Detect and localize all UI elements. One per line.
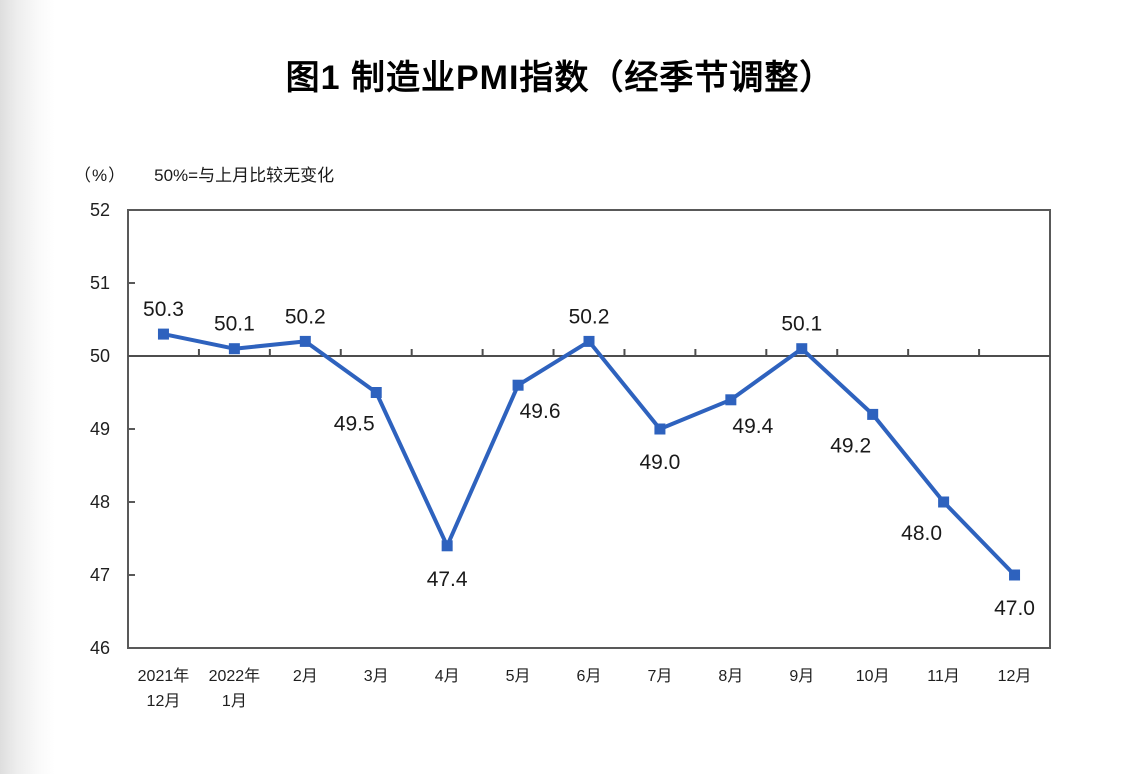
data-point-marker (228, 343, 240, 355)
axis-note: （%） 50%=与上月比较无变化 (74, 161, 334, 186)
plot-frame (127, 209, 1051, 649)
data-point-marker (725, 394, 737, 406)
data-point-label: 50.1 (781, 313, 822, 336)
data-point-marker (512, 379, 524, 391)
data-point-marker (583, 335, 595, 347)
data-point-label: 50.1 (214, 313, 255, 336)
y-axis-unit-label: （%） (74, 166, 127, 185)
x-axis-tick-label: 8月 (718, 668, 743, 685)
data-point-label: 49.6 (520, 400, 561, 423)
data-point-label: 50.2 (285, 305, 326, 328)
chart-title: 图1 制造业PMI指数（经季节调整） (285, 59, 835, 97)
data-point-marker (1009, 569, 1021, 581)
data-point-label: 50.2 (569, 305, 610, 328)
y-axis-tick-label: 51 (90, 273, 110, 293)
y-axis-tick-label: 52 (90, 200, 110, 220)
data-point-marker (938, 496, 950, 508)
data-point-label: 47.0 (994, 597, 1035, 620)
data-point-marker (654, 423, 666, 435)
data-point-marker (796, 343, 808, 355)
data-point-label: 47.4 (427, 568, 468, 591)
data-point-label: 49.5 (334, 413, 375, 436)
x-axis-tick-label: 7月 (647, 668, 672, 685)
x-axis-tick-label: 2月 (293, 668, 318, 685)
y-axis-tick-label: 49 (90, 419, 110, 439)
data-point-label: 49.0 (639, 451, 680, 474)
refline-note: 50%=与上月比较无变化 (154, 166, 335, 185)
y-axis-tick-label: 50 (90, 346, 110, 366)
x-axis-tick-label: 2022年 (209, 667, 261, 685)
pmi-series-line (161, 332, 1017, 577)
x-axis-tick-label: 2021年 (138, 667, 190, 685)
data-point-label: 50.3 (143, 298, 184, 321)
data-point-marker (867, 408, 879, 420)
data-point-marker (441, 540, 453, 552)
x-axis-tick-label: 1月 (222, 693, 247, 710)
x-axis-tick-label: 12月 (147, 693, 181, 710)
x-axis-tick-label: 10月 (856, 668, 890, 685)
data-point-marker (157, 328, 169, 340)
x-axis-tick-label: 9月 (789, 668, 814, 685)
y-axis-tick-label: 46 (90, 638, 110, 658)
x-axis-tick-label: 12月 (998, 668, 1032, 685)
x-axis-tick-label: 5月 (506, 668, 531, 685)
data-point-marker (370, 387, 382, 398)
data-point-label: 48.0 (901, 522, 942, 545)
y-axis-tick-label: 47 (90, 565, 110, 585)
x-axis-tick-label: 6月 (577, 668, 602, 685)
y-axis-tick-label: 48 (90, 492, 110, 512)
x-axis-tick-label: 11月 (927, 668, 960, 685)
x-axis-tick-label: 4月 (435, 668, 460, 685)
data-point-label: 49.4 (732, 415, 773, 438)
data-point-label: 49.2 (830, 434, 871, 457)
x-axis-tick-label: 3月 (364, 668, 389, 685)
data-point-marker (299, 335, 311, 347)
